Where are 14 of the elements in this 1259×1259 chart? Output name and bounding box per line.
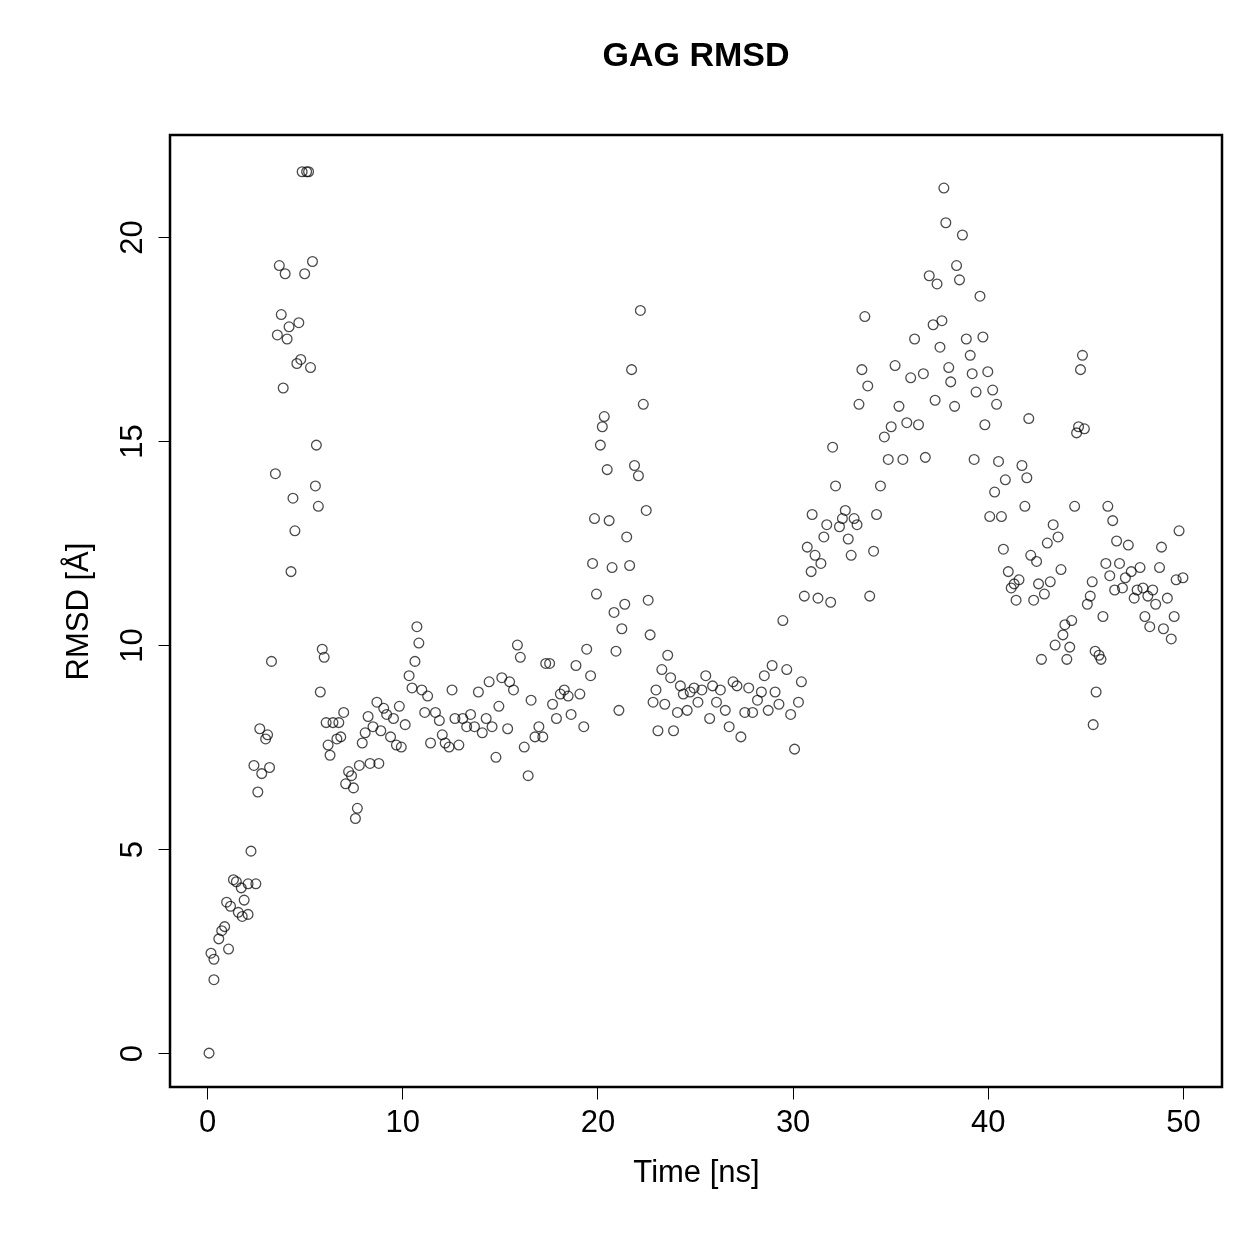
x-tick-label: 0 (198, 1103, 217, 1139)
y-tick-label: 20 (113, 220, 149, 255)
y-axis-title: RMSD [Å] (59, 542, 95, 681)
y-tick-label: 10 (113, 628, 149, 663)
y-tick-label: 15 (113, 424, 149, 459)
x-axis-title: Time [ns] (633, 1153, 760, 1189)
x-tick-label: 50 (1166, 1103, 1201, 1139)
x-tick-label: 40 (971, 1103, 1006, 1139)
chart-title: GAG RMSD (602, 35, 790, 73)
x-tick-label: 20 (580, 1103, 616, 1139)
y-tick-label: 0 (113, 1045, 149, 1063)
x-tick-label: 10 (385, 1103, 420, 1139)
x-tick-label: 30 (775, 1103, 811, 1139)
y-tick-label: 5 (113, 840, 149, 859)
